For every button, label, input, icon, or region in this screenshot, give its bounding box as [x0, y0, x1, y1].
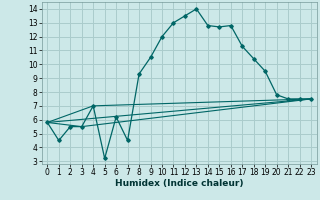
- X-axis label: Humidex (Indice chaleur): Humidex (Indice chaleur): [115, 179, 244, 188]
